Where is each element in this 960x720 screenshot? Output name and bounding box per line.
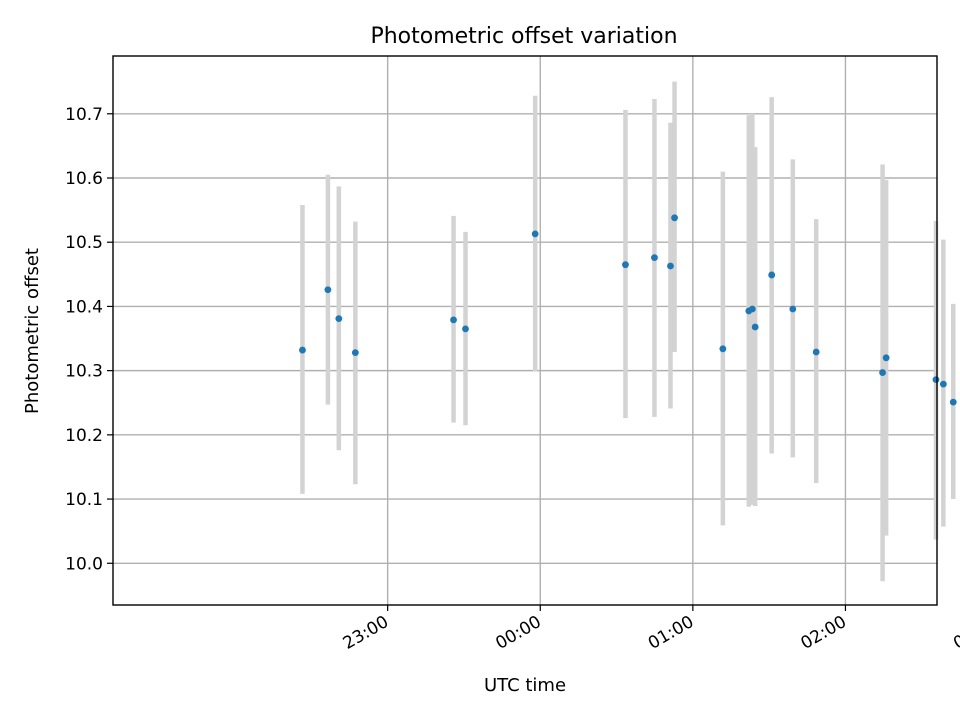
data-point [719, 345, 727, 353]
y-tick-label: 10.5 [65, 233, 103, 253]
x-tick-label: 00:00 [492, 612, 544, 654]
data-point [768, 271, 776, 279]
data-point [462, 325, 469, 333]
data-point [789, 305, 797, 313]
grid [113, 56, 937, 605]
y-tick-label: 10.6 [65, 169, 103, 189]
y-tick-label: 10.4 [65, 297, 103, 317]
axis-ticks: 10.0 10.1 10.2 10.3 10.4 10.5 10.6 10.7 23:00 00:… [65, 105, 960, 654]
data-point [450, 316, 457, 324]
data-point [949, 398, 957, 406]
y-tick-label: 10.1 [65, 490, 103, 510]
x-tick-label: 03:00 [950, 612, 960, 654]
data-point [351, 349, 359, 357]
x-tick-label: 01:00 [645, 612, 697, 654]
y-tick-label: 10.2 [65, 426, 103, 446]
data-points [299, 214, 957, 406]
data-point [751, 323, 759, 331]
errorbars [300, 81, 956, 582]
data-point [667, 262, 674, 270]
data-point [882, 354, 890, 362]
plot-frame [112, 55, 938, 606]
data-point [651, 254, 658, 262]
data-point [812, 348, 820, 356]
y-tick-label: 10.7 [65, 105, 103, 125]
data-point [939, 380, 947, 388]
x-axis-label: UTC time [484, 675, 566, 696]
x-tick-label: 23:00 [340, 612, 392, 654]
data-point [335, 315, 343, 323]
data-point [671, 214, 678, 222]
y-axis-label: Photometric offset [22, 248, 43, 414]
data-point [299, 346, 306, 354]
y-tick-label: 10.3 [65, 362, 103, 382]
x-tick-label: 02:00 [798, 612, 850, 654]
y-tick-label: 10.0 [65, 554, 103, 574]
data-point [932, 376, 940, 384]
data-point [879, 369, 886, 376]
data-point [324, 286, 332, 294]
data-point [622, 261, 629, 269]
chart-title: Photometric offset variation [370, 24, 677, 49]
data-point [748, 305, 756, 313]
data-point [531, 230, 539, 238]
